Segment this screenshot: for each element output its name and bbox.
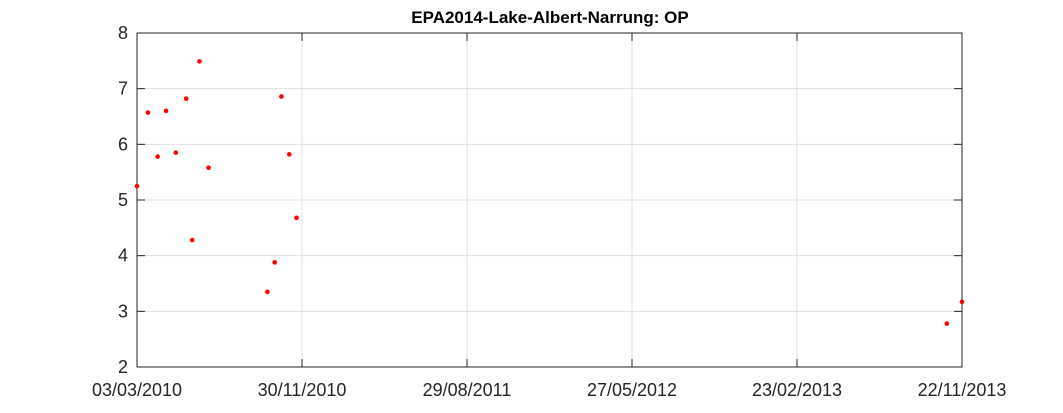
data-point bbox=[206, 165, 211, 171]
x-tick-label: 23/02/2013 bbox=[752, 380, 842, 400]
data-point bbox=[173, 150, 179, 155]
y-tick-label: 5 bbox=[118, 190, 128, 210]
data-point bbox=[163, 108, 169, 114]
data-point bbox=[279, 94, 284, 99]
data-point bbox=[272, 260, 278, 265]
data-point bbox=[183, 96, 189, 101]
data-point bbox=[134, 183, 140, 189]
data-point bbox=[286, 152, 292, 157]
chart-title: EPA2014-Lake-Albert-Narrung: OP bbox=[411, 8, 688, 27]
data-point bbox=[294, 215, 299, 221]
y-tick-label: 3 bbox=[118, 301, 128, 321]
data-point bbox=[145, 110, 151, 115]
data-points bbox=[134, 59, 965, 326]
y-tick-label: 4 bbox=[118, 246, 128, 266]
data-point bbox=[959, 299, 965, 305]
x-tick-label: 30/11/2010 bbox=[258, 380, 347, 400]
y-tick-label: 8 bbox=[118, 23, 128, 43]
data-point bbox=[189, 237, 195, 243]
data-point bbox=[265, 289, 270, 295]
x-tick-label: 27/05/2012 bbox=[587, 380, 677, 400]
y-tick-label: 2 bbox=[118, 357, 128, 377]
data-point bbox=[944, 321, 950, 326]
data-point bbox=[197, 59, 202, 64]
y-tick-label: 6 bbox=[118, 134, 128, 154]
axis-ticks: 2 3 4 5 6 7 8 03/03/2010 30/11/2010 29/08/2011 27/… bbox=[92, 23, 1006, 400]
x-tick-label: 03/03/2010 bbox=[92, 380, 182, 400]
y-tick-label: 7 bbox=[118, 79, 128, 99]
data-point bbox=[155, 154, 160, 159]
x-tick-label: 22/11/2013 bbox=[918, 380, 1007, 400]
grid-lines bbox=[137, 33, 962, 367]
x-tick-label: 29/08/2011 bbox=[423, 380, 512, 400]
